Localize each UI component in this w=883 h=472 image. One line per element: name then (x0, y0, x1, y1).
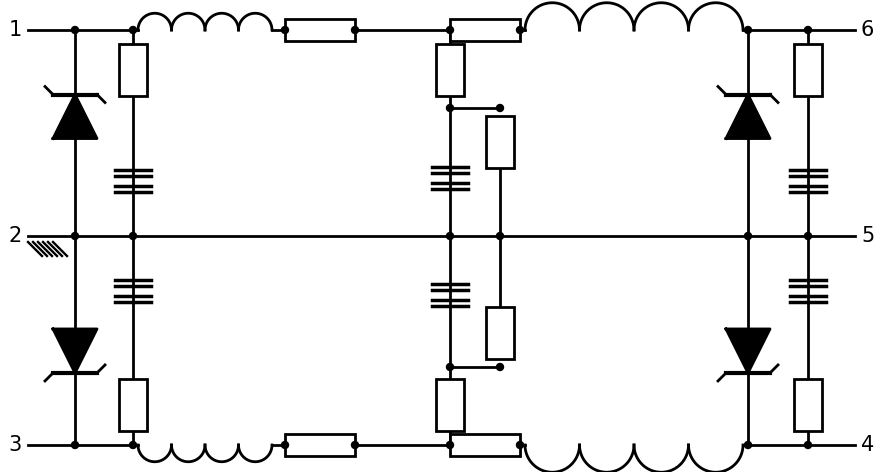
Circle shape (130, 233, 137, 239)
Polygon shape (53, 94, 97, 138)
Circle shape (351, 441, 358, 448)
Circle shape (351, 26, 358, 34)
Circle shape (130, 26, 137, 34)
Circle shape (496, 104, 503, 111)
Text: 3: 3 (9, 435, 22, 455)
Circle shape (496, 363, 503, 371)
Text: 2: 2 (9, 226, 22, 246)
Bar (119, 44, 147, 96)
Circle shape (804, 26, 811, 34)
Circle shape (447, 441, 454, 448)
Circle shape (282, 441, 289, 448)
Circle shape (282, 26, 289, 34)
Circle shape (517, 441, 524, 448)
Bar (450, 434, 520, 456)
Text: 6: 6 (861, 20, 874, 40)
Bar (285, 434, 355, 456)
Bar (794, 44, 822, 96)
Circle shape (447, 233, 454, 239)
Polygon shape (726, 329, 770, 373)
Circle shape (744, 26, 751, 34)
Bar (486, 116, 514, 168)
Bar (436, 44, 464, 96)
Circle shape (804, 441, 811, 448)
Circle shape (517, 26, 524, 34)
Circle shape (744, 233, 751, 239)
Circle shape (447, 363, 454, 371)
Circle shape (447, 26, 454, 34)
Bar (119, 379, 147, 431)
Bar (794, 379, 822, 431)
Bar (486, 307, 514, 359)
Circle shape (496, 233, 503, 239)
Circle shape (72, 233, 79, 239)
Text: 5: 5 (861, 226, 874, 246)
Circle shape (72, 441, 79, 448)
Bar (436, 379, 464, 431)
Text: 4: 4 (861, 435, 874, 455)
Bar (285, 19, 355, 41)
Text: 1: 1 (9, 20, 22, 40)
Circle shape (72, 26, 79, 34)
Bar (450, 19, 520, 41)
Circle shape (130, 441, 137, 448)
Circle shape (447, 104, 454, 111)
Circle shape (804, 233, 811, 239)
Circle shape (744, 441, 751, 448)
Polygon shape (53, 329, 97, 373)
Polygon shape (726, 94, 770, 138)
